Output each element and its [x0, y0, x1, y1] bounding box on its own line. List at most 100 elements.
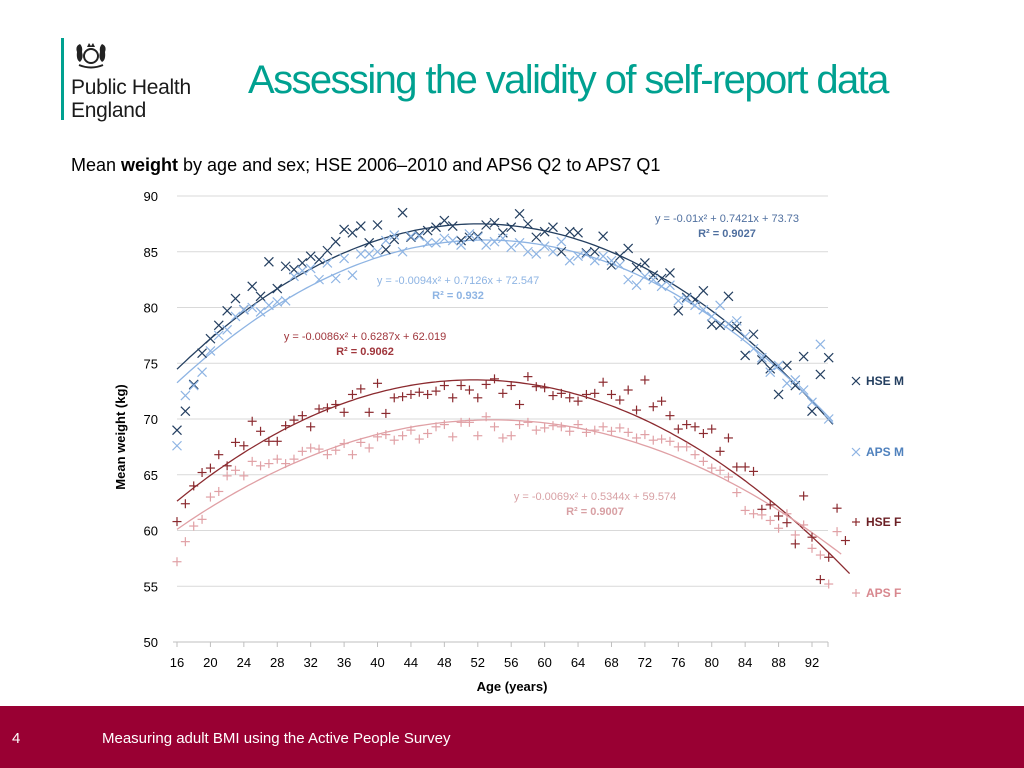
point-hse-m [339, 224, 350, 235]
point-aps-f [757, 510, 767, 520]
point-aps-m [623, 274, 634, 285]
point-hse-m [815, 369, 826, 380]
point-aps-f [640, 430, 650, 440]
point-hse-f [381, 408, 391, 418]
data-points [172, 207, 850, 589]
point-aps-m [506, 242, 517, 253]
point-aps-f [657, 434, 667, 444]
x-axis-label: Age (years) [477, 679, 548, 694]
trendline-r2: R² = 0.9027 [698, 228, 756, 240]
point-aps-f [306, 443, 316, 453]
point-aps-f [347, 450, 357, 460]
point-aps-f [322, 450, 332, 460]
point-aps-f [556, 422, 566, 432]
x-tick-label: 60 [537, 655, 551, 670]
point-aps-f [623, 427, 633, 437]
point-aps-f [256, 461, 266, 471]
legend-marker-icon [852, 589, 860, 597]
point-hse-m [606, 260, 617, 271]
x-tick-label: 52 [471, 655, 485, 670]
point-hse-m [222, 305, 233, 316]
point-aps-f [406, 425, 416, 435]
point-hse-f [540, 383, 550, 393]
point-hse-m [598, 231, 609, 242]
point-hse-f [431, 386, 441, 396]
point-hse-f [214, 450, 224, 460]
point-hse-f [289, 415, 299, 425]
point-hse-m [355, 221, 366, 232]
point-hse-m [280, 261, 291, 272]
point-aps-f [765, 515, 775, 525]
point-aps-m [305, 263, 316, 274]
x-tick-label: 20 [203, 655, 217, 670]
point-hse-m [673, 305, 684, 316]
point-aps-m [522, 246, 533, 257]
point-aps-m [731, 315, 742, 326]
point-aps-m [297, 265, 308, 276]
point-hse-f [339, 407, 349, 417]
point-aps-f [490, 422, 499, 432]
point-hse-f [464, 385, 474, 395]
point-hse-f [523, 372, 533, 382]
trendline-r2: R² = 0.9062 [336, 346, 394, 358]
point-aps-m [548, 246, 558, 257]
footer-bar: 4 Measuring adult BMI using the Active P… [0, 706, 1024, 768]
point-aps-m [606, 255, 617, 266]
point-hse-f [732, 462, 742, 472]
point-hse-m [715, 320, 726, 331]
point-hse-f [205, 463, 215, 473]
point-aps-m [289, 271, 299, 282]
point-hse-m [489, 217, 500, 228]
point-hse-m [414, 230, 425, 240]
point-aps-m [213, 330, 224, 341]
x-tick-label: 72 [638, 655, 652, 670]
slide-title: Assessing the validity of self-report da… [248, 58, 889, 102]
point-aps-m [280, 295, 291, 306]
trendline-equation: y = -0.0094x² + 0.7126x + 72.547 [377, 275, 539, 287]
point-aps-f [481, 412, 491, 422]
x-tick-label: 92 [805, 655, 819, 670]
point-aps-f [456, 417, 466, 427]
point-hse-m [748, 329, 759, 340]
legend-item: APS M [851, 445, 904, 459]
point-hse-f [297, 411, 307, 421]
point-hse-f [373, 378, 383, 388]
point-aps-f [523, 417, 533, 427]
point-aps-f [473, 431, 483, 441]
point-hse-f [632, 405, 642, 415]
point-aps-m [330, 273, 341, 284]
point-hse-m [548, 222, 558, 233]
point-hse-f [356, 384, 366, 394]
point-hse-m [765, 363, 776, 374]
point-hse-m [263, 256, 274, 267]
point-hse-m [272, 283, 283, 294]
point-hse-f [456, 381, 466, 391]
point-hse-f [256, 426, 266, 436]
point-aps-m [815, 339, 826, 350]
point-hse-f [799, 491, 809, 501]
point-aps-f [189, 521, 199, 531]
point-aps-m [648, 274, 659, 285]
point-aps-m [581, 249, 592, 259]
x-tick-label: 80 [705, 655, 719, 670]
y-tick-label: 85 [144, 245, 158, 260]
point-aps-m [556, 236, 567, 247]
point-hse-f [247, 416, 257, 426]
point-aps-m [222, 324, 233, 335]
point-aps-f [548, 421, 558, 431]
point-hse-f [322, 403, 332, 413]
point-aps-f [832, 527, 842, 537]
point-hse-f [406, 389, 416, 399]
point-hse-f [414, 387, 424, 397]
point-hse-m [481, 220, 492, 230]
x-tick-label: 64 [571, 655, 585, 670]
point-aps-m [656, 281, 667, 292]
legend-marker-icon [851, 376, 861, 386]
x-tick-label: 24 [237, 655, 251, 670]
point-aps-f [632, 433, 642, 443]
subtitle-post: by age and sex; HSE 2006–2010 and APS6 Q… [178, 155, 661, 175]
point-aps-m [740, 331, 751, 342]
point-aps-f [715, 465, 725, 475]
point-hse-f [498, 388, 508, 398]
point-hse-f [573, 396, 583, 406]
